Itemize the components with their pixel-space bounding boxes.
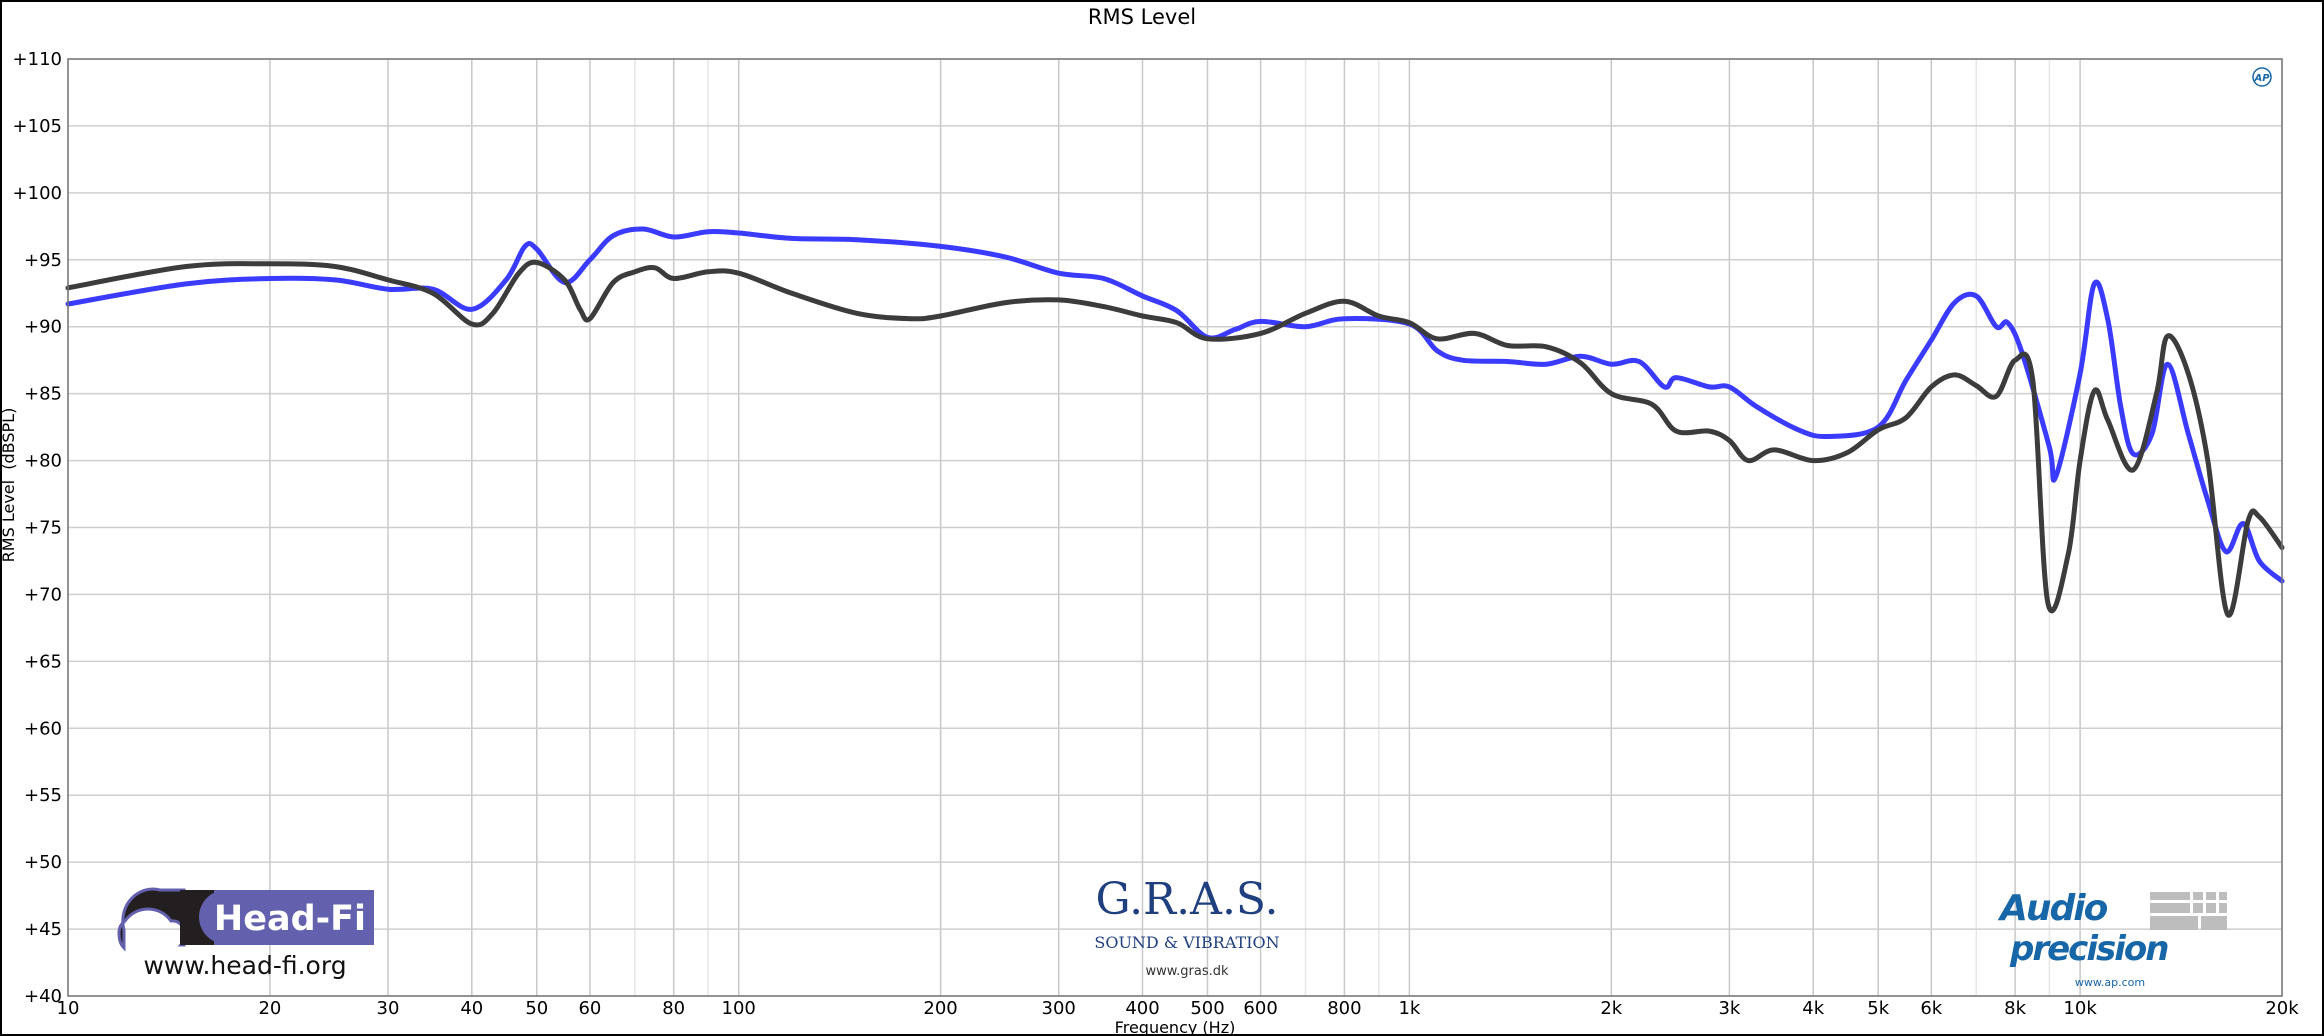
y-tick-label: +90 [24,317,62,338]
y-tick-label: +70 [24,584,62,605]
headfi-logo-name: Head-Fi [214,899,366,939]
y-tick-label: +65 [24,651,62,672]
y-tick-label: +50 [24,852,62,873]
x-tick-label: 20k [2265,998,2299,1019]
ap-badge-icon: AP [2252,67,2272,87]
x-tick-label: 60 [578,998,601,1019]
x-tick-label: 40 [460,998,483,1019]
grid [67,58,2283,997]
ap-logo-line2: precision [2009,929,2168,969]
x-tick-label: 800 [1327,998,1361,1019]
series-line-1 [65,226,2285,584]
x-tick-label: 8k [2004,998,2026,1019]
x-tick-label: 500 [1190,998,1224,1019]
y-tick-label: +60 [24,718,62,739]
y-tick-label: +75 [24,518,62,539]
gras-logo-name: G.R.A.S. [1095,874,1278,925]
y-tick-label: +80 [24,451,62,472]
y-tick-label: +105 [13,116,62,137]
x-tick-label: 300 [1042,998,1076,1019]
headfi-logo: Head-Fi www.head-fi.org [117,887,374,980]
audio-precision-logo: Audio precision www.ap.com [1997,888,2227,989]
x-tick-label: 1k [1398,998,1420,1019]
x-tick-label: 6k [1920,998,1942,1019]
ap-badge-text: AP [2253,73,2270,84]
y-axis-label: RMS Level (dBSPL) [0,408,18,563]
series-lines [65,226,2285,618]
ap-logo-url: www.ap.com [2075,976,2145,989]
y-tick-label: +95 [24,250,62,271]
x-tick-label: 4k [1802,998,1824,1019]
x-tick-label: 80 [662,998,685,1019]
series-line-2 [65,259,2285,618]
y-tick-label: +40 [24,986,62,1007]
gras-logo-tagline: SOUND & VIBRATION [1094,933,1279,952]
x-axis-label: Frequency (Hz) [1115,1018,1236,1036]
headfi-logo-url: www.head-fi.org [143,951,346,980]
x-tick-label: 5k [1867,998,1889,1019]
x-tick-label: 600 [1243,998,1277,1019]
y-tick-label: +45 [24,919,62,940]
x-tick-label: 200 [923,998,957,1019]
x-tick-labels: 10 20 30 40 50 60 80 100 200 300 400 500 600 800 1k 2k 3… [57,998,2300,1019]
y-tick-label: +110 [13,49,62,70]
x-tick-label: 30 [377,998,400,1019]
y-tick-label: +85 [24,384,62,405]
x-tick-label: 100 [722,998,756,1019]
plot-border [67,58,2283,997]
gras-logo-url: www.gras.dk [1145,964,1229,979]
x-tick-label: 50 [525,998,548,1019]
gras-logo: G.R.A.S. SOUND & VIBRATION www.gras.dk [1094,874,1279,979]
y-tick-label: +55 [24,785,62,806]
x-tick-label: 2k [1600,998,1622,1019]
y-tick-label: +100 [13,183,62,204]
y-tick-labels: +40 +45 +50 +55 +60 +65 +70 +75 +80 +85 +90 +95 +100… [13,49,62,1007]
x-tick-label: 10 [57,998,80,1019]
x-tick-label: 20 [258,998,281,1019]
chart-title: RMS Level [1088,5,1196,29]
x-tick-label: 400 [1125,998,1159,1019]
ap-logo-line1: Audio [1997,888,2108,929]
x-tick-label: 10k [2063,998,2097,1019]
x-tick-label: 3k [1718,998,1740,1019]
